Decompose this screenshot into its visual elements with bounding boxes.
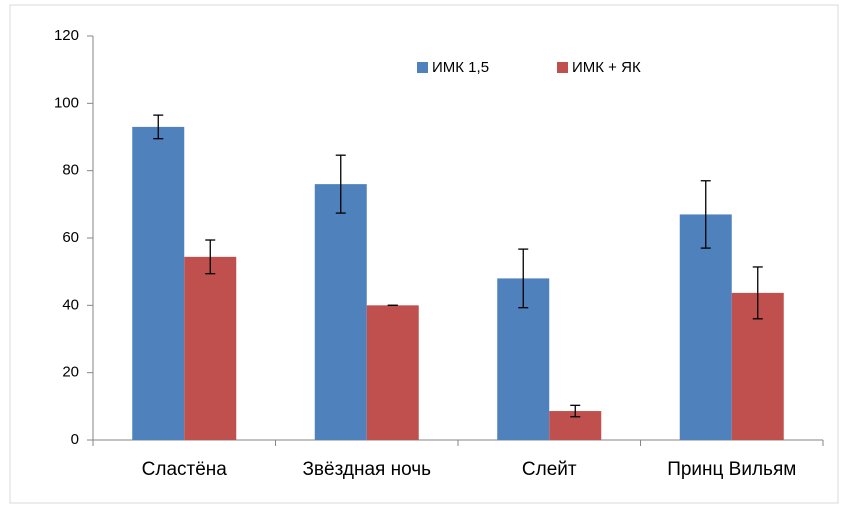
error-bar <box>700 180 711 249</box>
x-tick-label: Сластёна <box>142 459 228 480</box>
error-bar <box>335 154 346 214</box>
bar <box>314 184 367 440</box>
y-tick-label: 40 <box>62 296 79 313</box>
legend-swatch <box>417 62 428 73</box>
y-tick-label: 120 <box>54 27 79 44</box>
bar <box>366 305 419 440</box>
error-bar <box>153 114 164 140</box>
error-bar <box>518 248 529 309</box>
error-bar <box>570 404 581 418</box>
y-tick-label: 60 <box>62 229 79 246</box>
legend-label: ИМК + ЯК <box>572 59 641 76</box>
y-tick-label: 80 <box>62 162 79 179</box>
legend-swatch <box>557 62 568 73</box>
error-bar <box>752 266 763 320</box>
bar <box>679 214 732 440</box>
y-tick-label: 0 <box>71 431 79 448</box>
y-tick-label: 20 <box>62 364 79 381</box>
x-tick-label: Принц Вильям <box>667 459 796 480</box>
bar <box>132 126 185 441</box>
y-tick-label: 100 <box>54 94 79 111</box>
x-tick-label: Звёздная ночь <box>302 459 431 480</box>
legend-label: ИМК 1,5 <box>432 59 489 76</box>
error-bar <box>205 239 216 275</box>
bar <box>184 256 237 440</box>
x-tick-label: Слейт <box>522 459 577 480</box>
